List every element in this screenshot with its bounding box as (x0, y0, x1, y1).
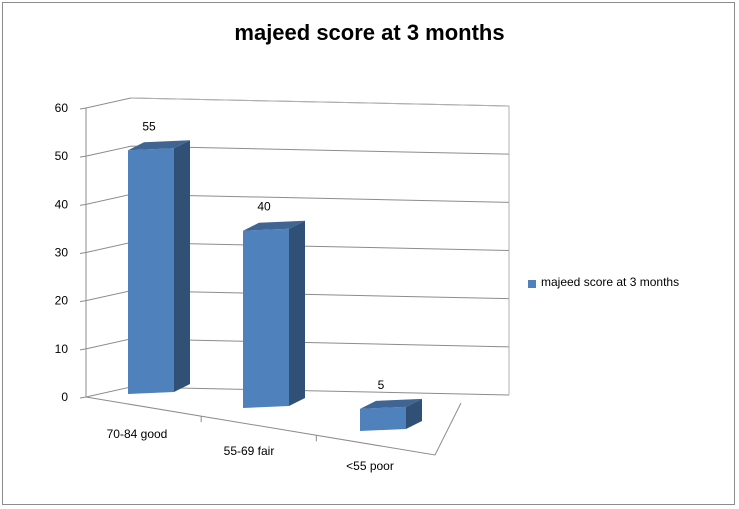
bar-side-face (406, 398, 422, 429)
bar-side-face (289, 220, 305, 406)
y-tick-mark-60 (79, 107, 87, 110)
bar-front-face (243, 228, 289, 408)
y-tick-label: 0 (61, 390, 68, 404)
x-tick-label: <55 poor (346, 459, 394, 473)
y-tick-mark-30 (79, 252, 87, 254)
legend-label: majeed score at 3 months (541, 275, 679, 289)
data-label: 5 (378, 378, 385, 392)
y-tick-mark-20 (79, 300, 87, 303)
x-tick-label: 70-84 good (107, 427, 168, 441)
legend: majeed score at 3 months (528, 275, 679, 289)
y-tick-label: 20 (55, 294, 69, 308)
chart-title: majeed score at 3 months (234, 20, 505, 45)
bar-top-face (360, 398, 422, 409)
bar-side-face (174, 140, 190, 392)
bar-front-face (128, 148, 174, 394)
data-label: 40 (257, 200, 271, 214)
floor-edge (85, 396, 462, 456)
bar-front-face (360, 406, 406, 431)
y-tick-mark-0 (79, 396, 87, 399)
y-tick-label: 50 (55, 149, 69, 163)
y-tick-label: 30 (55, 246, 69, 260)
y-tick-label: 60 (55, 101, 69, 115)
labels-layer: 0 10 20 30 40 50 60 55 40 5 70-84 good 55-69 fair <5… (55, 101, 394, 473)
bar-top-face (128, 140, 190, 151)
gridline-60 (85, 97, 510, 109)
walls-layer (85, 97, 510, 456)
back-wall-edge (130, 97, 510, 395)
x-tick-label: 55-69 fair (224, 444, 275, 458)
y-tick-mark-10 (79, 348, 87, 351)
bar-0 (128, 140, 190, 394)
bars-layer (128, 140, 422, 431)
bar-top-face (243, 220, 305, 231)
bar-2 (360, 398, 422, 431)
y-tick-label: 40 (55, 197, 69, 211)
y-tick-label: 10 (55, 342, 69, 356)
gridline-50 (85, 145, 510, 157)
data-label: 55 (142, 119, 156, 133)
y-tick-mark-50 (79, 155, 87, 158)
bar-1 (243, 220, 305, 408)
legend-swatch (528, 280, 536, 288)
y-tick-mark-40 (79, 203, 87, 206)
